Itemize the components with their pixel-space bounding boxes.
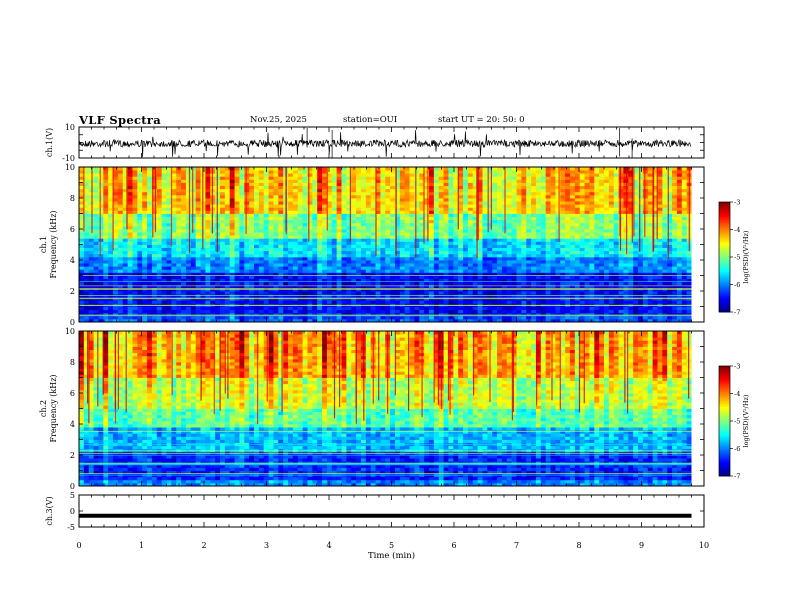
- y-tick-label: 4: [70, 256, 75, 265]
- ch3-axis-label: ch.3(V): [45, 496, 54, 525]
- y-tick-label: 6: [70, 389, 75, 398]
- ch2-spectrogram-colorbar: [719, 366, 733, 476]
- y-tick-label: 5: [70, 491, 75, 500]
- y-tick-label: 8: [70, 358, 75, 367]
- colorbar-tick-label: -3: [734, 199, 740, 207]
- x-tick-label: 4: [326, 541, 331, 550]
- ch1-spectrogram-colorbar-label: log(PSD)(V²/Hz): [742, 230, 750, 283]
- ch1-spectrogram-colorbar: [719, 202, 733, 312]
- x-tick-label: 10: [699, 541, 709, 550]
- colorbar-tick-label: -4: [734, 226, 740, 234]
- colorbar-tick-label: -5: [734, 418, 740, 426]
- ch1-spectrogram-heatmap: [79, 167, 704, 322]
- colorbar-tick-label: -3: [734, 363, 740, 371]
- ch2-spectrogram-heatmap: [79, 331, 704, 486]
- y-tick-label: 8: [70, 194, 75, 203]
- y-tick-label: 0: [70, 318, 75, 327]
- y-tick-label: 4: [70, 420, 75, 429]
- y-tick-label: -10: [62, 154, 75, 163]
- x-tick-label: 9: [639, 541, 644, 550]
- ch2-spectrogram-axis-label: Frequency (kHz): [49, 374, 58, 442]
- y-tick-label: 10: [65, 327, 75, 336]
- y-tick-label: 2: [70, 287, 75, 296]
- x-tick-label: 2: [201, 541, 206, 550]
- y-tick-label: 0: [70, 507, 75, 516]
- colorbar-tick-label: -7: [734, 309, 740, 317]
- x-tick-label: 1: [139, 541, 144, 550]
- x-tick-label: 0: [76, 541, 81, 550]
- y-tick-label: 6: [70, 225, 75, 234]
- colorbar-tick-label: -5: [734, 254, 740, 262]
- colorbar-tick-label: -4: [734, 390, 740, 398]
- x-tick-label: 5: [389, 541, 394, 550]
- ch1-spectrogram-axis-label: Frequency (kHz): [49, 210, 58, 278]
- y-tick-label: 10: [65, 123, 75, 132]
- y-tick-label: 0: [70, 482, 75, 491]
- colorbar-tick-label: -6: [734, 445, 740, 453]
- ch2-spectrogram-colorbar-label: log(PSD)(V²/Hz): [742, 394, 750, 447]
- ch1-axis-label: ch.1(V): [45, 128, 54, 157]
- x-tick-label: 6: [451, 541, 456, 550]
- x-tick-label: 8: [576, 541, 581, 550]
- x-axis-label: Time (min): [368, 550, 415, 561]
- ch2-spectrogram-channel-label: ch.2: [39, 400, 48, 417]
- y-tick-label: 2: [70, 451, 75, 460]
- x-tick-label: 7: [514, 541, 519, 550]
- ch3-x-ticks: [79, 495, 704, 527]
- ch1-waveform-series: [79, 128, 691, 158]
- ch1-spectrogram-channel-label: ch.1: [39, 236, 48, 253]
- x-tick-label: 3: [264, 541, 269, 550]
- colorbar-tick-label: -6: [734, 281, 740, 289]
- colorbar-tick-label: -7: [734, 473, 740, 481]
- y-tick-label: -5: [67, 523, 75, 532]
- y-tick-label: 10: [65, 163, 75, 172]
